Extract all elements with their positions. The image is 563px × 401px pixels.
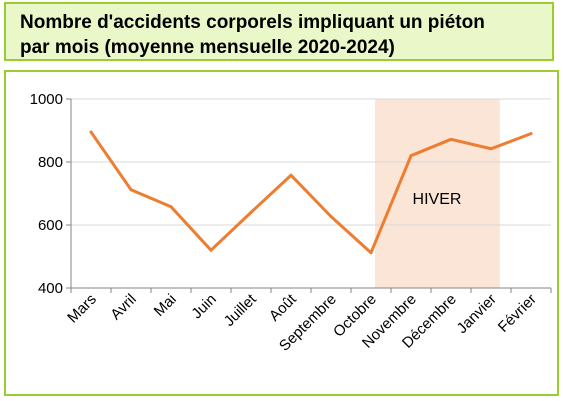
x-tick-label: Février	[495, 291, 540, 336]
x-tick-label: Juillet	[221, 290, 261, 330]
data-point-août	[289, 173, 293, 177]
data-point-décembre	[449, 137, 453, 141]
x-tick-label: Mai	[151, 291, 180, 320]
data-point-juin	[209, 248, 213, 252]
data-point-octobre	[369, 251, 373, 255]
data-point-mars	[89, 130, 93, 134]
data-point-mai	[169, 205, 173, 209]
y-tick-label: 800	[38, 154, 63, 171]
x-tick-label: Août	[266, 290, 300, 324]
title-line-1: Nombre d'accidents corporels impliquant …	[20, 12, 485, 33]
x-tick-label: Janvier	[454, 291, 500, 337]
y-tick-label: 1000	[30, 91, 63, 108]
data-point-juillet	[249, 210, 253, 214]
title-box: Nombre d'accidents corporels impliquant …	[4, 2, 554, 61]
data-point-septembre	[329, 214, 333, 218]
chart-title: Nombre d'accidents corporels impliquant …	[20, 10, 550, 60]
series-line	[89, 130, 533, 255]
data-point-février	[529, 132, 533, 136]
title-line-2: par mois (moyenne mensuelle 2020-2024)	[20, 37, 395, 58]
data-point-avril	[129, 188, 133, 192]
winter-label: HIVER	[413, 191, 462, 208]
data-point-novembre	[409, 154, 413, 158]
x-tick-label: Mars	[64, 291, 100, 327]
x-tick-label: Juin	[188, 291, 219, 322]
x-tick-label: Avril	[107, 291, 139, 323]
y-tick-label: 400	[38, 280, 63, 297]
data-point-janvier	[489, 147, 493, 151]
y-tick-label: 600	[38, 217, 63, 234]
